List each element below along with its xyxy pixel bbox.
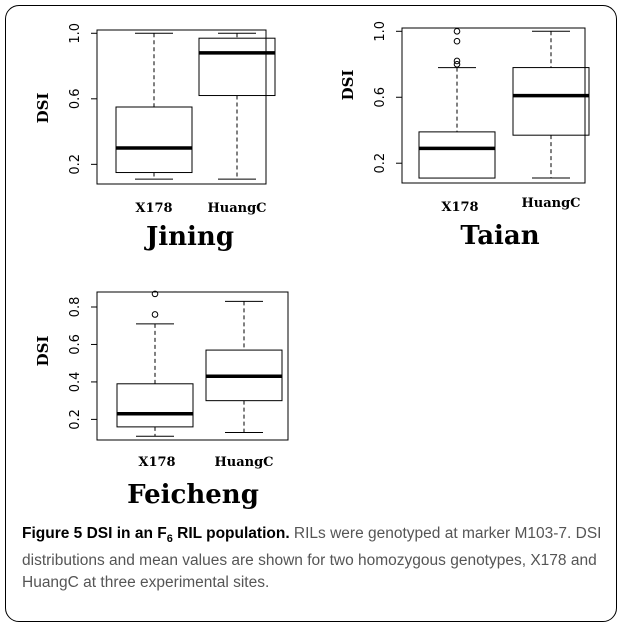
- figure-frame: [5, 5, 617, 622]
- y-ticks: 0.2 0.6 1.0: [68, 23, 97, 175]
- category-label-huangc: HuangC: [214, 455, 273, 470]
- y-axis-label: DSI: [34, 93, 52, 124]
- y-tick-label: 0.6: [68, 88, 83, 109]
- y-tick-label: 1.0: [373, 21, 388, 42]
- iqr-box: [116, 383, 194, 428]
- category-label-x178: X178: [135, 201, 172, 216]
- box-x178: [418, 27, 496, 179]
- box-x178: [115, 32, 193, 180]
- y-ticks: 0.2 0.4 0.6 0.8: [68, 297, 97, 430]
- boxes: [115, 32, 276, 180]
- boxes: [116, 290, 283, 437]
- y-axis-label: DSI: [339, 70, 357, 101]
- outlier-point: [453, 57, 461, 65]
- iqr-box: [418, 131, 496, 179]
- caption-body: RILs were genotyped at marker M103-7. DS…: [22, 525, 602, 592]
- figure-caption: Figure 5 DSI in an F6 RIL population. RI…: [22, 523, 612, 594]
- category-label-huangc: HuangC: [207, 201, 266, 216]
- y-ticks: 0.2 0.6 1.0: [373, 21, 402, 174]
- boxplot-panel-feicheng: DSI 0.2 0.4 0.6 0.8 X178 HuangC Feicheng: [34, 290, 289, 510]
- outlier-point: [453, 37, 461, 45]
- caption-title: Figure 5 DSI in an F6 RIL population.: [22, 525, 290, 546]
- box-x178: [116, 290, 194, 437]
- y-tick-label: 0.2: [68, 409, 83, 430]
- site-title: Feicheng: [127, 480, 259, 510]
- iqr-box: [512, 67, 590, 136]
- site-title: Taian: [460, 221, 539, 251]
- y-tick-label: 1.0: [68, 23, 83, 44]
- plot-frame: [401, 27, 586, 184]
- y-axis-label: DSI: [34, 336, 52, 367]
- y-tick-label: 0.2: [68, 154, 83, 175]
- y-tick-label: 0.6: [373, 87, 388, 108]
- y-tick-label: 0.6: [68, 334, 83, 355]
- category-label-x178: X178: [441, 200, 478, 215]
- y-tick-label: 0.8: [68, 297, 83, 318]
- outlier-point: [453, 60, 461, 68]
- iqr-box: [198, 37, 276, 97]
- plot-frame: [96, 29, 267, 185]
- y-tick-label: 0.4: [68, 372, 83, 393]
- site-title: Jining: [144, 222, 234, 252]
- outlier-point: [453, 27, 461, 35]
- outlier-point: [151, 290, 159, 298]
- y-tick-label: 0.2: [373, 153, 388, 174]
- outlier-point: [151, 311, 159, 318]
- category-label-huangc: HuangC: [521, 196, 580, 211]
- boxplot-panel-jining: DSI 0.2 0.6 1.0 X178 HuangC Jining: [34, 23, 276, 252]
- box-huangc: [205, 300, 283, 434]
- category-label-x178: X178: [138, 455, 175, 470]
- plot-frame: [96, 291, 289, 441]
- boxplot-panel-taian: DSI 0.2 0.6 1.0 X178 HuangC Taian: [339, 21, 590, 251]
- iqr-box: [115, 106, 193, 174]
- box-huangc: [512, 30, 590, 179]
- box-huangc: [198, 32, 276, 180]
- boxes: [418, 27, 590, 179]
